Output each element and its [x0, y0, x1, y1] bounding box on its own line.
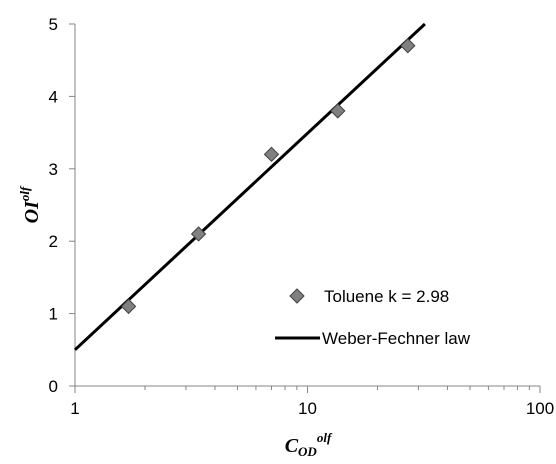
x-tick-label: 100 — [526, 399, 554, 418]
y-axis-title-main: OI — [21, 200, 43, 223]
axis-ticks — [69, 23, 541, 393]
y-axis-title-sup: olf — [17, 185, 32, 201]
axes — [74, 24, 540, 387]
toluene-data-point — [400, 38, 416, 54]
y-tick-label: 5 — [49, 15, 58, 34]
legend-marker-toluene — [289, 288, 305, 304]
legend-label-weber-fechner: Weber-Fechner law — [322, 329, 471, 348]
x-tick-label: 1 — [70, 399, 79, 418]
y-tick-label: 4 — [49, 87, 58, 106]
y-tick-label: 2 — [49, 232, 58, 251]
x-axis-title: CODolf — [285, 430, 333, 459]
x-axis-title-sub: OD — [298, 444, 317, 459]
toluene-data-point — [190, 226, 207, 242]
x-tick-label: 10 — [298, 399, 317, 418]
toluene-data-point — [263, 146, 280, 163]
series-layer — [73, 22, 426, 351]
weber-fechner-line — [73, 22, 426, 351]
y-axis-title: OIolf — [17, 185, 43, 223]
toluene-data-point — [330, 103, 346, 119]
x-axis-title-main: C — [285, 435, 299, 457]
legend: Toluene k = 2.98 Weber-Fechner law — [275, 287, 471, 348]
y-tick-label: 3 — [49, 160, 58, 179]
toluene-data-point — [120, 298, 137, 315]
y-tick-label: 0 — [49, 377, 58, 396]
y-tick-label: 1 — [49, 305, 58, 324]
x-axis-title-sup: olf — [317, 430, 333, 445]
legend-label-toluene: Toluene k = 2.98 — [324, 287, 449, 306]
